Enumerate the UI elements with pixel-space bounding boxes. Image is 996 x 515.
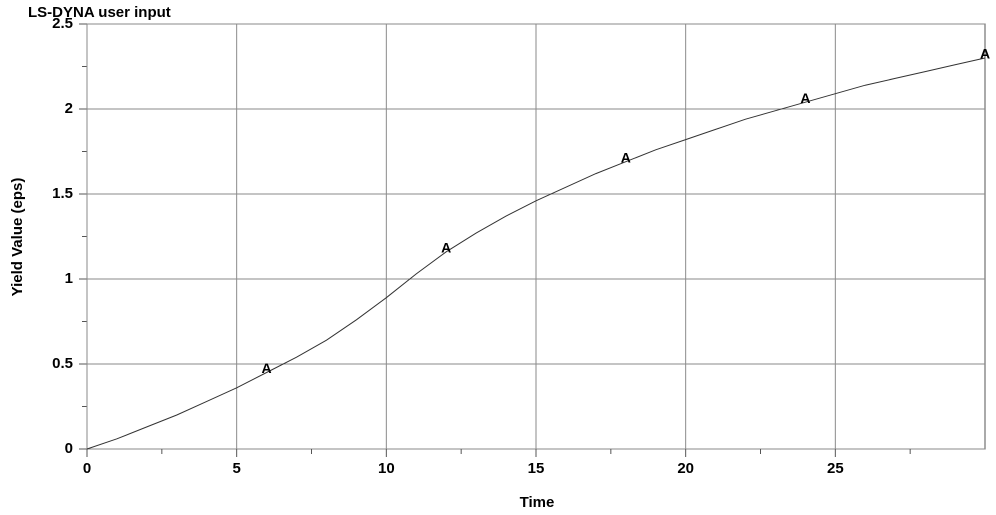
x-tick-label: 5 bbox=[232, 460, 240, 477]
y-axis-label: Yield Value (eps) bbox=[9, 178, 26, 297]
curve-label: A bbox=[441, 240, 451, 256]
x-tick-label: 10 bbox=[378, 460, 395, 477]
chart-title: LS-DYNA user input bbox=[28, 4, 171, 21]
x-tick-label: 25 bbox=[827, 460, 844, 477]
line bbox=[86, 57, 986, 450]
curve-label: A bbox=[980, 46, 990, 62]
x-tick-label: 0 bbox=[83, 460, 91, 477]
y-tick-label: 2 bbox=[65, 100, 73, 117]
curve-label: A bbox=[262, 360, 272, 376]
y-tick-label: 1 bbox=[65, 270, 73, 287]
x-tick-label: 20 bbox=[677, 460, 694, 477]
y-tick-label: 0.5 bbox=[52, 355, 73, 372]
y-tick-label: 0 bbox=[65, 440, 73, 457]
curve-label: A bbox=[800, 90, 810, 106]
x-tick-label: 15 bbox=[528, 460, 545, 477]
y-tick-label: 1.5 bbox=[52, 185, 73, 202]
x-axis-label: Time bbox=[520, 494, 555, 511]
curve-label: A bbox=[621, 149, 631, 165]
y-tick-label: 2.5 bbox=[52, 15, 73, 32]
